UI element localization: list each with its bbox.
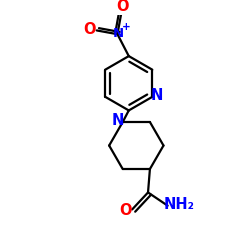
Text: N: N xyxy=(113,27,124,40)
Text: O: O xyxy=(116,0,128,14)
Text: NH₂: NH₂ xyxy=(164,198,194,212)
Text: +: + xyxy=(122,22,130,32)
Text: N: N xyxy=(112,112,124,128)
Text: O: O xyxy=(84,22,96,37)
Text: O: O xyxy=(119,203,132,218)
Text: N: N xyxy=(151,88,164,103)
